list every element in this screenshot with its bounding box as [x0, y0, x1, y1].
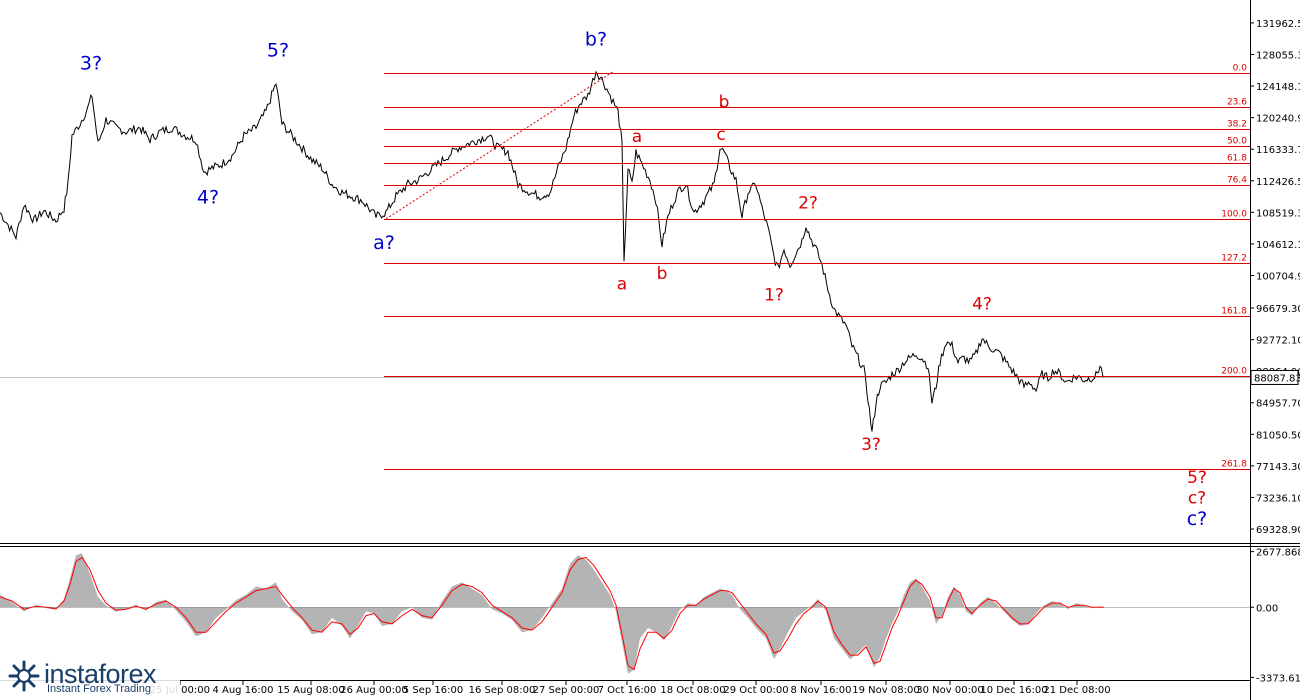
date-tick-label-2: 15 Aug 08:00 — [277, 685, 344, 696]
date-tick-label-8: 18 Oct 08:00 — [660, 685, 725, 696]
date-tick-label-3: 26 Aug 00:00 — [340, 685, 407, 696]
fib-label-23.6: 23.6 — [1227, 98, 1247, 108]
date-tick-label-7: 7 Oct 16:00 — [598, 685, 657, 696]
osc-tick-label-0: 2677.868 — [1256, 548, 1300, 559]
wave-label-15: c? — [1188, 488, 1206, 508]
date-tick-label-1: 4 Aug 16:00 — [212, 685, 273, 696]
date-tick-label-13: 10 Dec 16:00 — [980, 685, 1047, 696]
date-tick-label-11: 19 Nov 08:00 — [852, 685, 919, 696]
price-tick-label-8: 100704.90 — [1256, 272, 1300, 283]
wave-label-9: c — [716, 125, 725, 145]
wave-label-4: b? — [585, 28, 607, 50]
wave-label-8: b — [719, 92, 730, 112]
price-tick-label-12: 84957.70 — [1256, 399, 1300, 410]
wave-label-11: 2? — [798, 193, 818, 213]
fib-label-200.0: 200.0 — [1221, 367, 1247, 377]
brand-name: instaforex — [44, 659, 157, 689]
wave-label-13: 4? — [972, 294, 992, 314]
price-tick-label-14: 77143.30 — [1256, 462, 1300, 473]
fib-label-100.0: 100.0 — [1221, 210, 1247, 220]
date-tick-label-4: 5 Sep 16:00 — [403, 685, 463, 696]
wave-label-0: 3? — [80, 52, 102, 74]
price-tick-label-0: 131962.50 — [1256, 19, 1300, 30]
current-price-label: 88087.83 — [1254, 373, 1300, 384]
wave-label-2: 4? — [197, 187, 219, 209]
fib-label-76.4: 76.4 — [1227, 176, 1247, 186]
wave-label-5: a — [617, 274, 627, 294]
fib-label-0.0: 0.0 — [1233, 64, 1248, 74]
brand-tagline: Instant Forex Trading — [47, 683, 151, 695]
price-tick-label-3: 120240.90 — [1256, 114, 1300, 125]
fib-label-127.2: 127.2 — [1221, 254, 1247, 264]
wave-label-12: 3? — [861, 435, 881, 455]
osc-tick-label-2: -3373.613 — [1256, 673, 1300, 684]
fib-label-261.8: 261.8 — [1221, 460, 1247, 470]
price-tick-label-13: 81050.50 — [1256, 430, 1300, 441]
date-tick-label-12: 30 Nov 00:00 — [916, 685, 983, 696]
price-tick-label-4: 116333.70 — [1256, 145, 1300, 156]
price-tick-label-7: 104612.10 — [1256, 240, 1300, 251]
price-axis: 131962.50 128055.30 124148.10 120240.90 1163… — [1250, 19, 1300, 536]
price-tick-label-6: 108519.30 — [1256, 208, 1300, 219]
date-tick-label-10: 8 Nov 16:00 — [790, 685, 851, 696]
price-tick-label-15: 73236.10 — [1256, 493, 1300, 504]
osc-tick-label-1: 0.00 — [1256, 603, 1278, 614]
date-tick-label-9: 29 Oct 00:00 — [723, 685, 788, 696]
price-tick-label-10: 92772.10 — [1256, 336, 1300, 347]
price-line — [0, 70, 1105, 432]
price-tick-label-9: 96679.30 — [1256, 304, 1300, 315]
oscillator-axis: 2677.868 0.00 -3373.613 — [1250, 548, 1300, 684]
instaforex-logo-icon — [8, 660, 40, 692]
date-tick-label-6: 27 Sep 00:00 — [533, 685, 600, 696]
date-tick-label-14: 21 Dec 08:00 — [1043, 685, 1110, 696]
brand-logo: instaforex Instant Forex Trading — [0, 655, 180, 700]
price-pane — [0, 70, 1250, 432]
fibonacci-levels: 0.0 23.6 38.2 50.0 61.8 76.4 100.0 127.2 161.8 20… — [384, 64, 1250, 470]
price-tick-label-2: 124148.10 — [1256, 82, 1300, 93]
date-tick-label-0: 25 Jul 00:00 — [150, 685, 210, 696]
wave-label-7: b — [657, 264, 668, 284]
wave-label-16: c? — [1187, 508, 1208, 530]
wave-label-14: 5? — [1187, 468, 1207, 488]
fib-label-50.0: 50.0 — [1227, 137, 1247, 147]
trend-line-dotted — [385, 70, 615, 220]
fib-label-161.8: 161.8 — [1221, 307, 1247, 317]
price-tick-label-1: 128055.30 — [1256, 50, 1300, 61]
wave-label-3: a? — [373, 232, 395, 254]
date-tick-label-5: 16 Sep 08:00 — [469, 685, 536, 696]
price-tick-label-5: 112426.50 — [1256, 177, 1300, 188]
oscillator-signal-line — [0, 556, 1104, 671]
fib-label-61.8: 61.8 — [1227, 154, 1247, 164]
wave-label-10: 1? — [764, 286, 784, 306]
wave-label-1: 5? — [267, 40, 289, 62]
oscillator-pane — [0, 553, 1250, 674]
price-tick-label-16: 69328.90 — [1256, 525, 1300, 536]
fib-label-38.2: 38.2 — [1227, 120, 1247, 130]
oscillator-histogram — [0, 553, 1104, 674]
wave-label-6: a — [632, 127, 642, 147]
